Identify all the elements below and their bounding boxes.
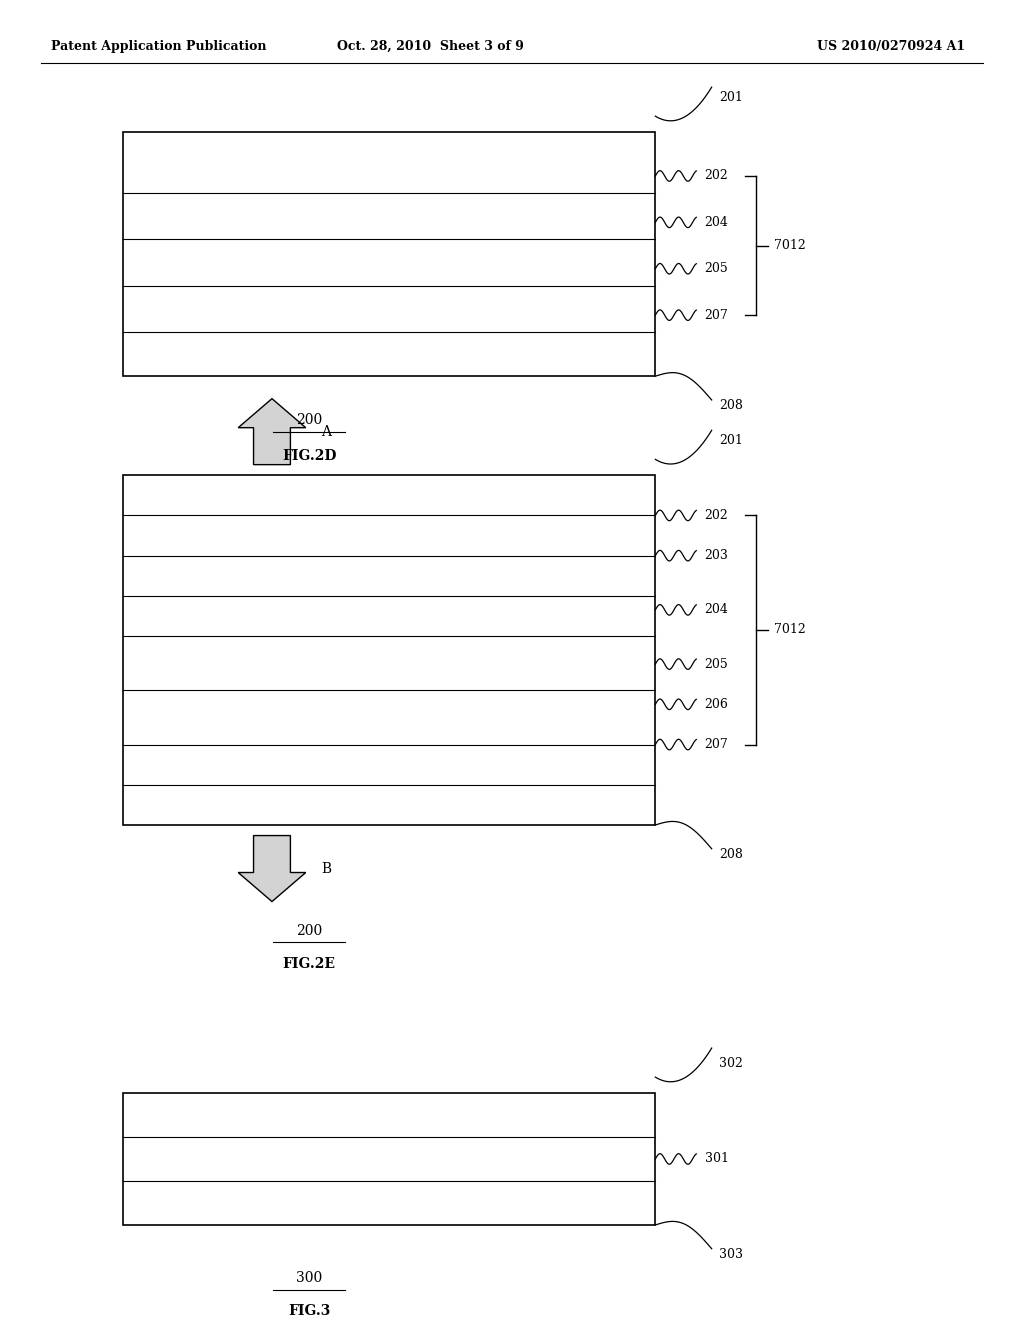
Text: 203: 203 bbox=[705, 549, 728, 562]
Text: 204: 204 bbox=[705, 216, 728, 228]
Text: 303: 303 bbox=[719, 1247, 742, 1261]
Text: 300: 300 bbox=[296, 1271, 323, 1286]
Polygon shape bbox=[239, 399, 306, 465]
Text: 302: 302 bbox=[719, 1057, 742, 1071]
Text: 208: 208 bbox=[719, 399, 742, 412]
Bar bbox=[123, 132, 655, 376]
Text: 201: 201 bbox=[719, 434, 742, 447]
Text: 7012: 7012 bbox=[774, 623, 806, 636]
Bar bbox=[123, 1093, 655, 1225]
Text: Patent Application Publication: Patent Application Publication bbox=[51, 40, 266, 53]
Text: 200: 200 bbox=[296, 924, 323, 939]
Text: 205: 205 bbox=[705, 657, 728, 671]
Text: 206: 206 bbox=[705, 698, 728, 710]
Text: 202: 202 bbox=[705, 510, 728, 521]
Polygon shape bbox=[239, 836, 306, 902]
Text: B: B bbox=[322, 862, 331, 875]
Text: 207: 207 bbox=[705, 738, 728, 751]
Text: 202: 202 bbox=[705, 169, 728, 182]
Text: 204: 204 bbox=[705, 603, 728, 616]
Text: A: A bbox=[322, 425, 331, 438]
Text: Oct. 28, 2010  Sheet 3 of 9: Oct. 28, 2010 Sheet 3 of 9 bbox=[337, 40, 523, 53]
Bar bbox=[123, 475, 655, 825]
Text: 205: 205 bbox=[705, 263, 728, 276]
Text: FIG.2D: FIG.2D bbox=[282, 449, 337, 463]
Text: US 2010/0270924 A1: US 2010/0270924 A1 bbox=[817, 40, 965, 53]
Text: 200: 200 bbox=[296, 413, 323, 428]
Text: 208: 208 bbox=[719, 847, 742, 861]
Text: 201: 201 bbox=[719, 91, 742, 104]
Text: FIG.2E: FIG.2E bbox=[283, 957, 336, 972]
Text: FIG.3: FIG.3 bbox=[288, 1304, 331, 1319]
Text: 301: 301 bbox=[705, 1152, 728, 1166]
Text: 7012: 7012 bbox=[774, 239, 806, 252]
Text: 207: 207 bbox=[705, 309, 728, 322]
